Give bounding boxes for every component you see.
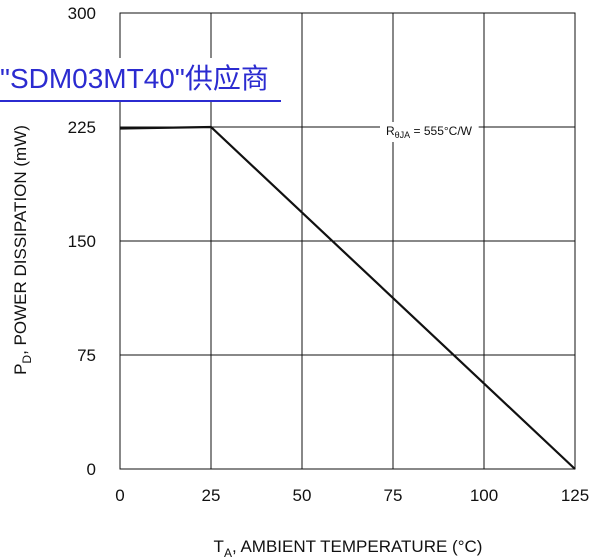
y-axis-title-main: P (11, 364, 30, 375)
x-tick-label: 75 (384, 486, 403, 505)
y-axis-title-sub: D (20, 355, 34, 364)
x-axis-title: TA, AMBIENT TEMPERATURE (°C) (214, 537, 483, 560)
y-axis-title-rest: , POWER DISSIPATION (mW) (11, 125, 30, 355)
y-tick-label: 150 (68, 232, 96, 251)
x-axis-title-rest: , AMBIENT TEMPERATURE (°C) (232, 537, 483, 556)
thermal-resistance-annotation: RθJA = 555°C/W (386, 124, 473, 140)
x-axis-title-main: T (214, 537, 224, 556)
x-tick-label: 0 (115, 486, 124, 505)
annotation-sub: θJA (395, 130, 411, 140)
x-tick-label: 50 (293, 486, 312, 505)
supplier-link[interactable]: "SDM03MT40"供应商 (0, 58, 281, 102)
x-axis-title-sub: A (224, 546, 232, 560)
derating-curve (119, 125, 576, 470)
series-layer (119, 125, 576, 470)
y-tick-label: 300 (68, 4, 96, 23)
y-tick-label: 75 (77, 346, 96, 365)
annotation-background (380, 122, 479, 142)
y-tick-label: 0 (87, 460, 96, 479)
y-axis-title: PD, POWER DISSIPATION (mW) (11, 125, 34, 375)
x-tick-label: 25 (202, 486, 221, 505)
annotation-main: R (386, 124, 395, 138)
x-tick-label: 125 (561, 486, 589, 505)
y-tick-label: 225 (68, 118, 96, 137)
annotation-rest: = 555°C/W (410, 124, 472, 138)
tick-labels: 0 75 150 225 300 0 25 50 75 100 125 (68, 4, 590, 505)
x-tick-label: 100 (470, 486, 498, 505)
